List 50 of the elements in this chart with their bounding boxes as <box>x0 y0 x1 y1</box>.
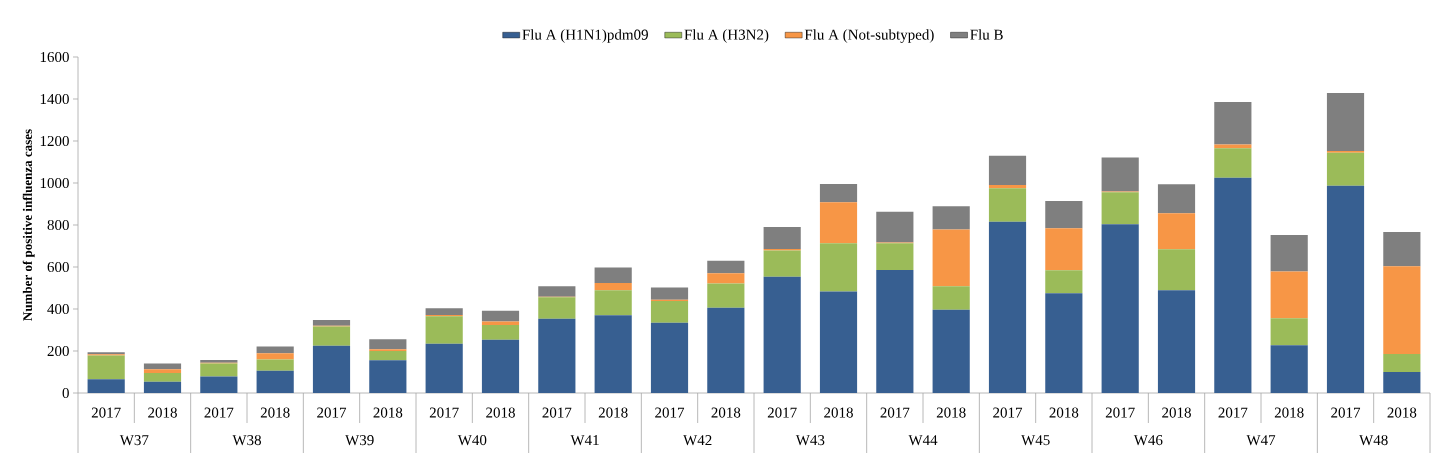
x-tick-label: 2018 <box>1387 407 1417 418</box>
y-tick-label: 800 <box>47 219 69 231</box>
text: W38 <box>232 435 261 446</box>
text: W48 <box>1359 435 1388 446</box>
x-tick-label: 2018 <box>936 407 966 418</box>
legend-label: Flu A (Not-subtyped) <box>804 29 934 43</box>
x-tick-label: 2018 <box>260 407 290 418</box>
text: W39 <box>345 435 374 446</box>
x-tick-label: 2017 <box>542 407 572 418</box>
y-tick-label: 1200 <box>40 135 69 147</box>
x-tick-label: 2017 <box>655 407 685 418</box>
x-tick-label: 2017 <box>1218 407 1248 418</box>
text: W44 <box>908 435 938 446</box>
x-tick-label: 2017 <box>429 407 459 418</box>
text: W46 <box>1133 435 1163 446</box>
x-tick-label: 2017 <box>1331 407 1361 418</box>
legend-label: Flu A (H1N1)pdm09 <box>522 29 648 43</box>
x-tick-label: 2017 <box>91 407 121 418</box>
x-tick-label: 2017 <box>767 407 797 418</box>
x-tick-label: 2018 <box>148 407 177 418</box>
x-tick-label: 2018 <box>598 407 628 418</box>
text: W42 <box>683 435 712 446</box>
x-tick-label: 2018 <box>1274 407 1304 418</box>
x-tick-label: 2017 <box>204 407 234 418</box>
y-axis-title: Number of positive influenza cases <box>22 129 35 321</box>
x-tick-label: 2018 <box>711 407 741 418</box>
x-tick-label: 2018 <box>486 407 515 418</box>
y-tick-label: 0 <box>62 387 69 399</box>
y-tick-label: 1600 <box>40 51 69 63</box>
text: W40 <box>457 435 487 446</box>
x-tick-label: 2017 <box>1105 407 1135 418</box>
text: W45 <box>1021 435 1050 446</box>
y-tick-label: 600 <box>47 261 69 273</box>
legend-label: Flu A (H3N2) <box>684 29 769 43</box>
x-tick-label: 2017 <box>993 407 1023 418</box>
text: W37 <box>119 435 149 446</box>
text: W43 <box>795 435 825 446</box>
y-tick-label: 400 <box>47 303 69 315</box>
x-tick-label: 2018 <box>1162 407 1191 418</box>
y-tick-label: 1000 <box>40 177 69 189</box>
y-tick-label: 200 <box>47 345 69 357</box>
x-tick-label: 2018 <box>824 407 853 418</box>
x-tick-label: 2017 <box>880 407 910 418</box>
text: W47 <box>1246 435 1276 446</box>
text: W41 <box>570 435 599 446</box>
x-tick-label: 2017 <box>317 407 347 418</box>
x-tick-label: 2018 <box>373 407 403 418</box>
y-tick-label: 1400 <box>40 93 69 105</box>
legend-label: Flu B <box>970 29 1003 40</box>
x-tick-label: 2018 <box>1049 407 1079 418</box>
